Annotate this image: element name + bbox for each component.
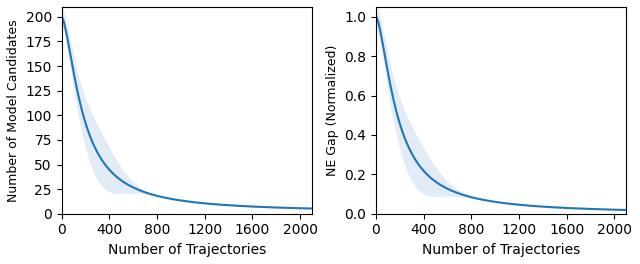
X-axis label: Number of Trajectories: Number of Trajectories bbox=[422, 243, 580, 257]
X-axis label: Number of Trajectories: Number of Trajectories bbox=[108, 243, 266, 257]
Y-axis label: NE Gap (Normalized): NE Gap (Normalized) bbox=[326, 45, 339, 176]
Y-axis label: Number of Model Candidates: Number of Model Candidates bbox=[7, 19, 20, 202]
